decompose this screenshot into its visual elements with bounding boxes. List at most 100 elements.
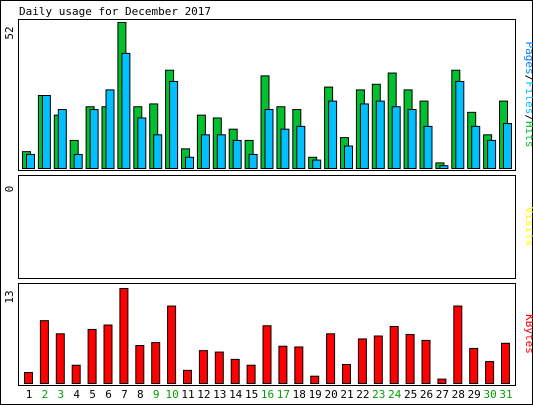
x-tick-label: 9: [153, 388, 160, 401]
panel-visits: 0 Visits: [3, 175, 533, 279]
bar-files-13: [216, 134, 226, 169]
bar-kbytes-18: [294, 346, 304, 385]
bar-files-29: [471, 125, 481, 169]
bar-kbytes-2: [39, 320, 49, 384]
bar-files-4: [73, 153, 83, 169]
x-tick-label: 4: [73, 388, 80, 401]
bar-kbytes-24: [389, 326, 399, 384]
x-tick-label: 18: [293, 388, 306, 401]
y-max-label: 0: [3, 186, 16, 193]
bar-files-15: [248, 153, 258, 169]
bar-files-7: [121, 52, 131, 170]
bar-kbytes-5: [87, 328, 97, 384]
bar-files-9: [153, 134, 163, 169]
x-tick-label: 22: [356, 388, 369, 401]
bar-kbytes-22: [357, 338, 367, 384]
x-tick-label: 10: [165, 388, 178, 401]
bar-files-17: [280, 128, 290, 169]
bar-files-23: [375, 100, 385, 169]
chart-title: Daily usage for December 2017: [19, 5, 211, 18]
series-legend-label: Pages/Files/Hits: [523, 42, 533, 148]
x-tick-label: 8: [137, 388, 144, 401]
bar-files-30: [487, 139, 497, 170]
x-tick-label: 13: [213, 388, 226, 401]
bar-kbytes-21: [342, 364, 351, 384]
bar-files-6: [105, 89, 115, 169]
bar-kbytes-9: [151, 342, 161, 385]
y-max-label: 13: [3, 290, 16, 303]
bar-files-14: [232, 139, 242, 170]
bar-kbytes-12: [198, 350, 208, 385]
x-tick-label: 23: [372, 388, 385, 401]
bar-files-18: [296, 125, 306, 169]
bar-kbytes-25: [405, 334, 415, 384]
x-tick-label: 6: [105, 388, 112, 401]
legend-part: /: [523, 75, 533, 82]
x-tick-label: 16: [261, 388, 274, 401]
legend-part: Visits: [523, 207, 533, 247]
bar-kbytes-28: [453, 305, 463, 384]
legend-part: KBytes: [523, 314, 533, 354]
bar-kbytes-29: [469, 347, 479, 384]
bar-kbytes-20: [326, 333, 336, 384]
bar-files-24: [391, 106, 401, 169]
bar-kbytes-16: [262, 325, 272, 384]
x-tick-label: 21: [340, 388, 353, 401]
bar-kbytes-15: [246, 364, 256, 385]
bar-kbytes-26: [421, 339, 431, 384]
x-tick-label: 27: [436, 388, 449, 401]
bar-files-1: [26, 153, 35, 169]
legend-part: Files: [523, 81, 533, 114]
x-tick-label: 12: [197, 388, 210, 401]
bar-files-22: [359, 103, 369, 169]
x-tick-label: 7: [121, 388, 128, 401]
bar-files-2: [41, 95, 51, 169]
x-tick-label: 11: [181, 388, 194, 401]
legend-part: Pages: [523, 42, 533, 75]
bar-kbytes-13: [214, 351, 224, 385]
bar-kbytes-30: [485, 361, 495, 385]
x-tick-label: 30: [483, 388, 496, 401]
x-tick-label: 25: [404, 388, 417, 401]
bar-files-3: [57, 109, 67, 169]
x-tick-label: 31: [499, 388, 512, 401]
bar-kbytes-1: [24, 372, 33, 384]
legend-part: Hits: [523, 121, 533, 148]
bar-kbytes-3: [55, 333, 65, 384]
x-tick-label: 19: [309, 388, 322, 401]
bar-kbytes-14: [230, 358, 240, 384]
bar-files-10: [169, 80, 179, 169]
bar-files-19: [312, 159, 322, 169]
x-tick-label: 3: [57, 388, 64, 401]
bar-kbytes-31: [501, 342, 510, 384]
bar-kbytes-19: [310, 375, 320, 385]
bar-kbytes-11: [183, 369, 192, 385]
bar-kbytes-10: [167, 305, 177, 384]
bar-files-16: [264, 109, 274, 169]
bar-files-27: [439, 165, 449, 169]
bar-kbytes-27: [437, 378, 447, 385]
bar-files-12: [200, 134, 210, 169]
bar-files-11: [185, 156, 194, 169]
x-tick-label: 15: [245, 388, 258, 401]
bar-files-25: [407, 109, 417, 169]
x-tick-label: 14: [229, 388, 243, 401]
x-axis-labels: 1 2 3 4 5 6 7 8 9 10 11 12 13 14 15 16 17 18 19 20 21 22 23 24 2…: [26, 388, 513, 401]
bar-kbytes-17: [278, 345, 288, 385]
x-tick-label: 24: [388, 388, 402, 401]
bar-kbytes-7: [119, 288, 129, 384]
bar-files-5: [89, 109, 99, 169]
bar-files-28: [455, 80, 465, 169]
bar-files-26: [423, 125, 433, 169]
x-tick-label: 28: [452, 388, 465, 401]
series-legend-label: KBytes: [523, 314, 533, 354]
x-tick-label: 1: [26, 388, 33, 401]
bar-files-20: [328, 100, 338, 169]
x-tick-label: 29: [468, 388, 481, 401]
bar-kbytes-8: [135, 345, 145, 384]
series-legend-label: Visits: [523, 207, 533, 247]
bar-kbytes-4: [71, 364, 81, 385]
